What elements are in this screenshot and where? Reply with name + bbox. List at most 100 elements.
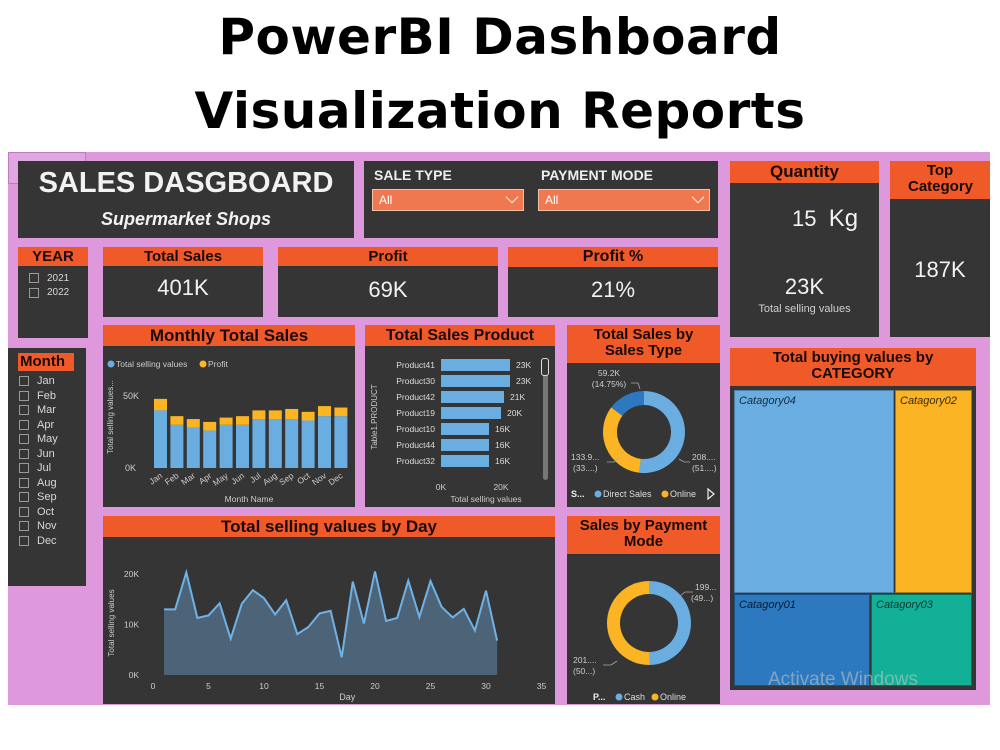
checkbox[interactable] — [19, 535, 29, 546]
sale-type-value: All — [379, 193, 393, 207]
svg-text:(49...): (49...) — [691, 593, 713, 603]
svg-text:25: 25 — [426, 681, 436, 691]
treemap-title: Total buying values by CATEGORY — [730, 348, 976, 386]
checkbox[interactable] — [19, 448, 29, 459]
filters-panel: SALE TYPE All PAYMENT MODE All — [364, 161, 718, 238]
svg-text:Day: Day — [339, 692, 356, 702]
monthly-sales-title: Monthly Total Sales — [103, 325, 355, 346]
checkbox[interactable] — [29, 287, 39, 298]
svg-text:Direct Sales: Direct Sales — [603, 489, 652, 499]
svg-text:Product32: Product32 — [396, 456, 435, 466]
month-option-mar[interactable]: Mar — [19, 403, 86, 418]
sales-type-chart: Total Sales by Sales Type 59.2K (14.75%) 2… — [567, 325, 720, 507]
checkbox[interactable] — [19, 390, 29, 401]
svg-text:May: May — [211, 470, 231, 488]
svg-text:201....: 201.... — [573, 655, 597, 665]
svg-text:10: 10 — [259, 681, 269, 691]
quantity-sub-value: 23K — [784, 274, 825, 299]
treemap-cell-catagory01[interactable]: Catagory01 — [734, 594, 870, 686]
year-option-2022[interactable]: 2022 — [29, 286, 88, 301]
svg-text:16K: 16K — [495, 456, 510, 466]
month-option-dec[interactable]: Dec — [19, 534, 86, 549]
svg-text:Product30: Product30 — [396, 376, 435, 386]
svg-text:(51....): (51....) — [692, 463, 717, 473]
svg-text:Profit: Profit — [208, 359, 228, 369]
svg-text:S...: S... — [571, 489, 585, 499]
svg-text:30: 30 — [481, 681, 491, 691]
month-option-oct[interactable]: Oct — [19, 505, 86, 520]
checkbox[interactable] — [19, 419, 29, 430]
year-slicer-title: YEAR — [18, 247, 88, 266]
checkbox[interactable] — [19, 376, 29, 387]
checkbox[interactable] — [19, 434, 29, 445]
svg-text:35: 35 — [537, 681, 547, 691]
svg-text:Total selling values...: Total selling values... — [106, 380, 115, 454]
category-treemap: Total buying values by CATEGORY Catagory… — [730, 348, 976, 690]
treemap-cell-catagory04[interactable]: Catagory04 — [734, 390, 894, 593]
svg-text:Online: Online — [660, 692, 686, 702]
dashboard-subtitle: Supermarket Shops — [100, 209, 272, 229]
svg-text:(50...): (50...) — [573, 666, 595, 676]
checkbox[interactable] — [19, 521, 29, 532]
scrollbar[interactable] — [543, 358, 548, 480]
svg-text:Product42: Product42 — [396, 392, 435, 402]
svg-text:20K: 20K — [493, 482, 508, 492]
svg-text:59.2K: 59.2K — [598, 368, 621, 378]
page-title-line-1: PowerBI Dashboard — [218, 8, 782, 66]
svg-text:Product19: Product19 — [396, 408, 435, 418]
dashboard-title: SALES DASGBOARD — [38, 167, 334, 199]
month-option-nov[interactable]: Nov — [19, 519, 86, 534]
month-option-jun[interactable]: Jun — [19, 447, 86, 462]
svg-text:23K: 23K — [516, 360, 531, 370]
month-option-jul[interactable]: Jul — [19, 461, 86, 476]
checkbox[interactable] — [19, 477, 29, 488]
treemap-cell-catagory02[interactable]: Catagory02 — [895, 390, 972, 593]
day-sales-title: Total selling values by Day — [103, 516, 555, 537]
svg-text:20K: 20K — [124, 569, 139, 579]
checkbox[interactable] — [19, 463, 29, 474]
quantity-value: 15 Kg — [792, 205, 859, 232]
month-option-apr[interactable]: Apr — [19, 418, 86, 433]
month-option-aug[interactable]: Aug — [19, 476, 86, 491]
month-option-feb[interactable]: Feb — [19, 389, 86, 404]
svg-text:20: 20 — [370, 681, 380, 691]
svg-text:Mar: Mar — [179, 470, 197, 487]
checkbox[interactable] — [19, 405, 29, 416]
svg-text:21K: 21K — [510, 392, 525, 402]
month-slicer: Month Jan Feb Mar Apr May Jun Jul Aug Sep Oct Nov D… — [8, 348, 86, 586]
checkbox[interactable] — [19, 506, 29, 517]
checkbox[interactable] — [19, 492, 29, 503]
payment-mode-chart: Sales by Payment Mode 199... (49...) 201..… — [567, 516, 720, 704]
sale-type-label: SALE TYPE — [374, 167, 452, 183]
svg-text:Total selling values: Total selling values — [116, 359, 187, 369]
svg-text:Product44: Product44 — [396, 440, 435, 450]
svg-text:208....: 208.... — [692, 452, 716, 462]
svg-text:23K: 23K — [516, 376, 531, 386]
checkbox[interactable] — [29, 273, 39, 284]
svg-text:Month Name: Month Name — [225, 494, 274, 504]
month-slicer-title: Month — [18, 353, 74, 371]
svg-text:Product10: Product10 — [396, 424, 435, 434]
year-option-2021[interactable]: 2021 — [29, 271, 88, 286]
treemap-cell-catagory03[interactable]: Catagory03 — [871, 594, 972, 686]
top-category-value: 187K — [914, 257, 966, 282]
svg-text:Jun: Jun — [229, 470, 246, 486]
total-sales-title: Total Sales — [103, 247, 263, 266]
payment-mode-dropdown[interactable]: All — [538, 189, 710, 211]
top-category-title: Top Category — [890, 161, 990, 199]
sale-type-dropdown[interactable]: All — [372, 189, 524, 211]
month-option-may[interactable]: May — [19, 432, 86, 447]
scrollbar-thumb[interactable] — [541, 358, 549, 376]
day-area-chart: 20K 10K 0K 0 5 10 15 20 25 30 35 Day Total selling v… — [107, 568, 547, 702]
svg-text:0: 0 — [151, 681, 156, 691]
month-option-sep[interactable]: Sep — [19, 490, 86, 505]
chevron-down-icon — [505, 190, 519, 204]
svg-text:P...: P... — [593, 692, 605, 702]
svg-text:Sep: Sep — [277, 470, 295, 487]
month-option-jan[interactable]: Jan — [19, 374, 86, 389]
svg-text:10K: 10K — [124, 620, 139, 630]
svg-text:(33....): (33....) — [573, 463, 598, 473]
svg-text:Apr: Apr — [197, 470, 214, 486]
product-bar-chart: Product41 23K Product30 23K Product42 21K Prod… — [370, 359, 531, 504]
day-sales-chart: Total selling values by Day 20K 10K 0K 0 5 10… — [103, 516, 555, 704]
